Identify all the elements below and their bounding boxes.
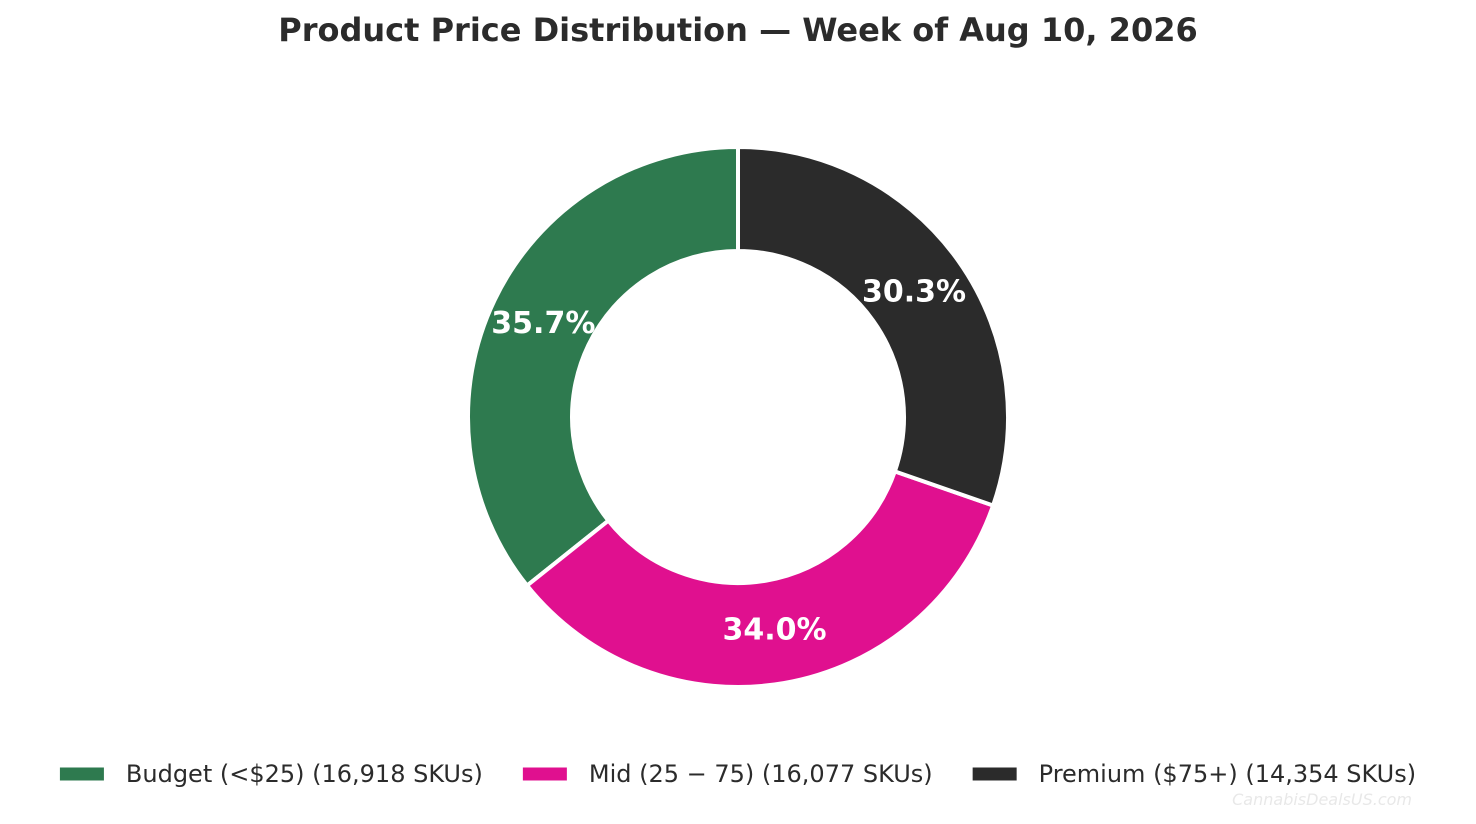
- legend-label-0: Budget (<$25) (16,918 SKUs): [126, 760, 483, 788]
- chart-title: Product Price Distribution — Week of Aug…: [278, 11, 1197, 49]
- slice-label-0: 35.7%: [491, 306, 595, 341]
- slice-labels-group: 35.7% 34.0% 30.3%: [491, 274, 966, 647]
- slice-label-1: 34.0%: [723, 612, 827, 647]
- slice-1: [525, 469, 996, 689]
- legend-swatch-1: [522, 767, 567, 781]
- slice-0: [466, 145, 740, 588]
- slice-2: [736, 145, 1010, 508]
- slice-label-2: 30.3%: [862, 274, 966, 309]
- slices-group: [466, 145, 1010, 689]
- legend: Budget (<$25) (16,918 SKUs) Mid (25 − 75)…: [59, 760, 1416, 788]
- legend-swatch-2: [972, 767, 1017, 781]
- legend-swatch-0: [59, 767, 104, 781]
- legend-label-2: Premium ($75+) (14,354 SKUs): [1039, 760, 1416, 788]
- watermark-text: CannabisDealsUS.com: [1232, 790, 1412, 809]
- legend-label-1: Mid (25 − 75) (16,077 SKUs): [589, 760, 933, 788]
